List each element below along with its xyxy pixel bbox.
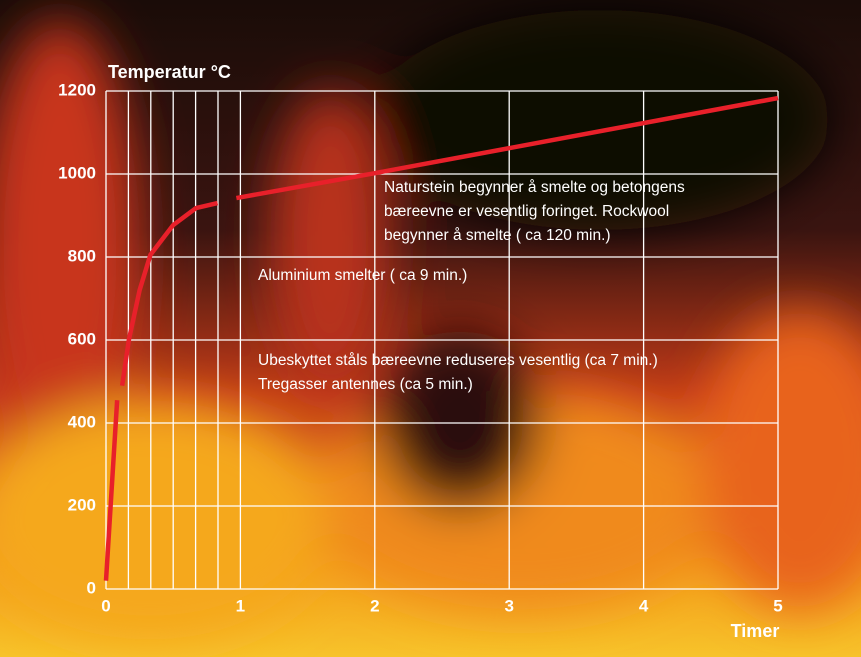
annotation: begynner å smelte ( ca 120 min.): [384, 227, 611, 244]
flames: [0, 10, 861, 640]
y-tick-label: 400: [68, 412, 96, 431]
x-tick-label: 4: [639, 596, 649, 615]
x-tick-label: 5: [773, 596, 782, 615]
x-tick-label: 3: [504, 596, 513, 615]
annotation: bæreevne er vesentlig foringet. Rockwool: [384, 203, 669, 220]
annotation: Ubeskyttet ståls bæreevne reduseres vese…: [258, 352, 658, 369]
y-tick-label: 1000: [58, 163, 96, 182]
x-tick-label: 2: [370, 596, 379, 615]
y-tick-label: 800: [68, 246, 96, 265]
y-tick-label: 200: [68, 495, 96, 514]
x-tick-label: 0: [101, 596, 110, 615]
temperature-line: [103, 95, 779, 581]
x-tick-label: 1: [236, 596, 245, 615]
annotation: Tregasser antennes (ca 5 min.): [258, 376, 473, 393]
annotation: Naturstein begynner å smelte og betongen…: [384, 179, 685, 196]
chart-title: Temperatur °C: [108, 62, 231, 82]
annotation: Aluminium smelter ( ca 9 min.): [258, 267, 467, 284]
x-axis-label: Timer: [731, 621, 780, 641]
y-tick-label: 0: [87, 578, 96, 597]
y-tick-label: 600: [68, 329, 96, 348]
y-tick-label: 1200: [58, 80, 96, 99]
